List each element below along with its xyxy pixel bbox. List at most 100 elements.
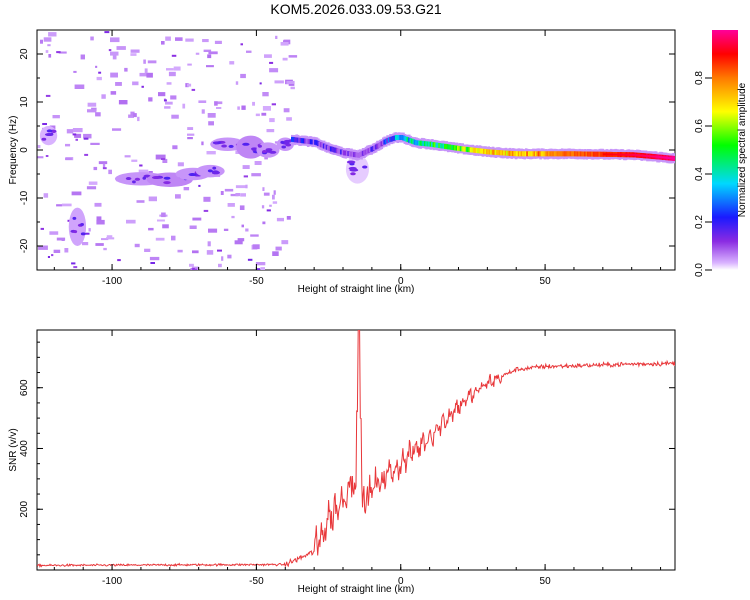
spectrogram-ridge-cell <box>380 141 384 147</box>
spectrogram-noise-cell <box>90 36 94 41</box>
spectrogram-ridge-cell <box>373 145 376 151</box>
spectrogram-noise-cell <box>45 50 49 53</box>
spectrogram-ridge-cell <box>561 151 564 157</box>
spectrogram-noise-cell <box>187 127 194 130</box>
spectrogram-noise-cell <box>164 106 171 109</box>
spectrogram-blob-core <box>80 232 86 236</box>
spectrogram-noise-cell <box>96 219 105 225</box>
spectrogram-ridge-cell <box>478 148 482 154</box>
spectrogram-noise-cell <box>217 249 222 252</box>
spectrogram-ridge-cell <box>305 138 309 144</box>
spectrogram-ridge-core <box>623 153 626 156</box>
spectrogram-ridge-cell <box>592 151 596 157</box>
spectrogram-noise-cell <box>223 228 229 231</box>
spectrogram-ridge-cell <box>552 151 555 157</box>
spectrogram-ridge-cell <box>524 151 528 157</box>
spectrogram-noise-cell <box>187 137 193 140</box>
spectrogram-ridge-cell <box>452 145 456 151</box>
spectrogram-noise-cell <box>208 51 218 55</box>
spectrogram-ridge-cell <box>340 149 343 155</box>
spectrogram-noise-cell <box>65 157 72 160</box>
spectrogram-ridge-cell <box>376 143 379 149</box>
spectrogram-noise-cell <box>118 100 128 105</box>
colorbar-tick-label: 0.4 <box>694 167 705 181</box>
spectrogram-noise-cell <box>88 228 91 232</box>
spectrogram-noise-cell <box>235 193 241 197</box>
spectrogram-ridge-cell <box>328 146 332 152</box>
spectrogram-noise-cell <box>218 263 222 268</box>
spectrogram-noise-cell <box>235 185 246 189</box>
spectrogram-noise-cell <box>130 111 135 116</box>
y-tick-label: 600 <box>19 379 30 396</box>
spectrogram-ridge-core <box>634 154 638 156</box>
spectrogram-noise-cell <box>203 49 212 52</box>
spectrogram-noise-cell <box>106 235 113 239</box>
spectrogram-noise-cell <box>148 227 154 231</box>
spectrogram-blob-core <box>212 171 221 175</box>
spectrogram-noise-cell <box>262 92 269 97</box>
spectrogram-blob-core <box>134 177 141 181</box>
spectrogram-ridge-cell <box>485 149 489 155</box>
spectrogram-ridge-cell <box>296 137 300 143</box>
spectrogram-noise-cell <box>161 158 166 160</box>
spectrogram-ridge-cell <box>422 141 425 146</box>
spectrogram-ridge-cell <box>304 138 307 144</box>
spectrogram-ridge-cell <box>413 139 417 145</box>
spectrogram-ridge-cell <box>536 151 539 157</box>
spectrogram-blob-core <box>214 141 218 145</box>
spectrogram-noise-cell <box>73 70 77 73</box>
spectrogram-noise-cell <box>290 86 295 90</box>
spectrogram-ridge-cell <box>379 142 382 147</box>
colorbar: 0.0 0.2 0.4 0.6 0.8 Normalized spectral ampl… <box>694 30 748 277</box>
spectrogram-noise-cell <box>246 50 252 53</box>
spectrogram-ridge-core <box>617 153 620 156</box>
spectrogram-noise-cell <box>171 54 177 57</box>
spectrogram-ridge-cell <box>395 135 398 140</box>
spectrogram-noise-cell <box>155 154 166 160</box>
spectrogram-ridge-core <box>628 153 632 156</box>
spectrogram-ridge-cell <box>390 136 394 142</box>
spectrogram-noise-cell <box>262 221 266 225</box>
spectrogram-noise-cell <box>182 103 186 109</box>
spectrogram-ridge-core <box>621 153 625 156</box>
spectrogram-ridge-cell <box>575 151 578 157</box>
spectrogram-noise-cell <box>240 43 243 46</box>
spectrogram-noise-cell <box>162 224 169 229</box>
spectrogram-ridge-cell <box>299 138 303 143</box>
spectrogram-noise-cell <box>136 200 145 203</box>
spectrogram-noise-cell <box>266 129 275 133</box>
spectrogram-y-axis: -20 -10 0 10 20 <box>19 29 675 271</box>
spectrogram-ridge-cell <box>356 152 359 158</box>
spectrogram-ridge-cell <box>360 151 363 157</box>
spectrogram-ridge-cell <box>532 151 535 157</box>
spectrogram-ridge-core <box>666 156 669 159</box>
spectrogram-noise-cell <box>49 231 59 235</box>
spectrogram-ridge-cell <box>366 148 369 154</box>
spectrogram-blob-core <box>251 148 258 152</box>
spectrogram-ridge-cell <box>317 141 320 147</box>
spectrogram-ridge-cell <box>513 151 516 157</box>
spectrogram-noise-cell <box>240 193 246 197</box>
spectrogram-ridge-core <box>604 153 607 156</box>
spectrogram-ridge-cell <box>488 149 492 155</box>
spectrogram-content <box>37 31 675 270</box>
spectrogram-noise-cell <box>47 44 51 47</box>
spectrogram-blob-core <box>163 176 171 180</box>
spectrogram-ridge-cell <box>535 151 538 157</box>
spectrogram-ridge-core <box>673 157 675 160</box>
spectrogram-noise-cell <box>116 46 126 50</box>
spectrogram-noise-cell <box>243 175 248 178</box>
spectrogram-noise-cell <box>103 247 107 251</box>
spectrogram-ridge-cell <box>584 151 587 157</box>
spectrogram-ridge-core <box>610 153 613 156</box>
spectrogram-ridge-cell <box>581 151 584 157</box>
spectrogram-ridge-core <box>649 155 652 158</box>
spectrogram-ridge-cell <box>514 151 518 157</box>
spectrogram-noise-cell <box>207 54 212 59</box>
spectrogram-noise-cell <box>274 80 284 84</box>
spectrogram-noise-cell <box>187 133 195 136</box>
snr-x-label: Height of straight line (km) <box>298 584 415 595</box>
spectrogram-noise-cell <box>56 51 61 54</box>
spectrogram-noise-cell <box>87 102 97 107</box>
spectrogram-ridge-cell <box>338 149 342 155</box>
